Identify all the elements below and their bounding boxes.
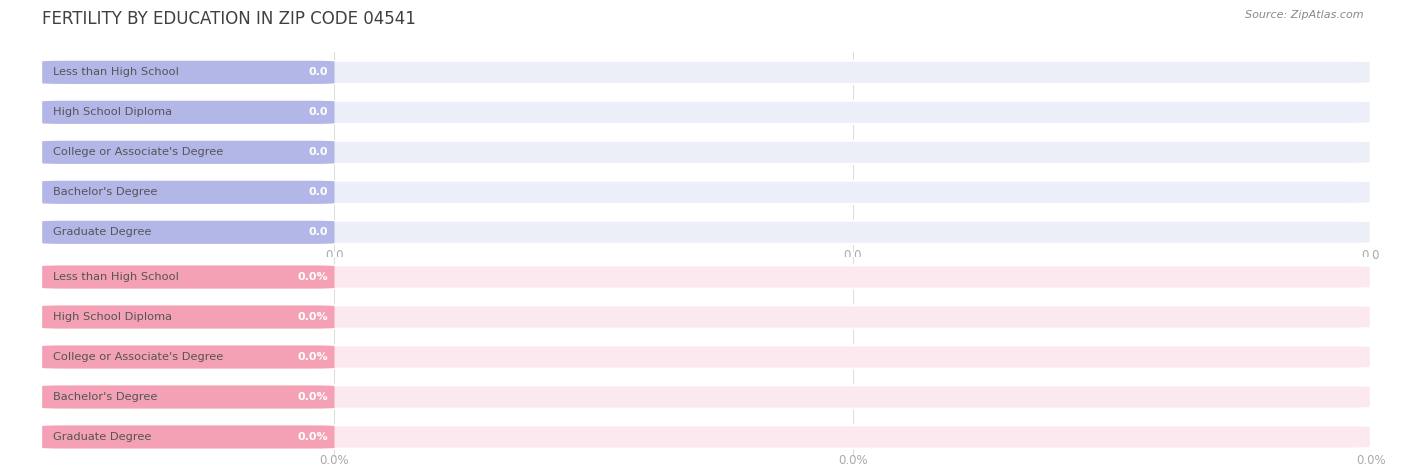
FancyBboxPatch shape [42,101,1371,124]
FancyBboxPatch shape [42,61,335,84]
FancyBboxPatch shape [42,141,335,164]
FancyBboxPatch shape [42,266,1371,288]
Text: Less than High School: Less than High School [53,272,179,282]
Text: Source: ZipAtlas.com: Source: ZipAtlas.com [1246,10,1364,20]
Text: FERTILITY BY EDUCATION IN ZIP CODE 04541: FERTILITY BY EDUCATION IN ZIP CODE 04541 [42,10,416,28]
Text: Bachelor's Degree: Bachelor's Degree [53,187,157,198]
FancyBboxPatch shape [42,266,335,288]
Text: 0.0: 0.0 [325,249,343,262]
FancyBboxPatch shape [42,181,1371,204]
Text: High School Diploma: High School Diploma [53,312,172,322]
Text: 0.0%: 0.0% [297,352,328,362]
Text: 0.0%: 0.0% [297,272,328,282]
FancyBboxPatch shape [42,221,335,244]
Text: 0.0%: 0.0% [319,454,349,467]
FancyBboxPatch shape [42,346,335,368]
Text: Less than High School: Less than High School [53,67,179,78]
Text: 0.0%: 0.0% [1355,454,1386,467]
FancyBboxPatch shape [42,386,1371,408]
FancyBboxPatch shape [42,221,1371,244]
Text: 0.0: 0.0 [308,187,328,198]
FancyBboxPatch shape [42,386,335,408]
Text: 0.0%: 0.0% [297,432,328,442]
FancyBboxPatch shape [42,346,1371,368]
FancyBboxPatch shape [42,306,1371,328]
Text: 0.0: 0.0 [308,147,328,158]
Text: 0.0: 0.0 [308,227,328,238]
Text: 0.0%: 0.0% [297,312,328,322]
FancyBboxPatch shape [42,181,335,204]
FancyBboxPatch shape [42,306,335,328]
Text: Graduate Degree: Graduate Degree [53,227,152,238]
FancyBboxPatch shape [42,426,335,448]
Text: High School Diploma: High School Diploma [53,107,172,118]
FancyBboxPatch shape [42,426,1371,448]
Text: 0.0: 0.0 [308,107,328,118]
Text: Bachelor's Degree: Bachelor's Degree [53,392,157,402]
Text: College or Associate's Degree: College or Associate's Degree [53,352,224,362]
FancyBboxPatch shape [42,61,1371,84]
FancyBboxPatch shape [42,141,1371,164]
Text: Graduate Degree: Graduate Degree [53,432,152,442]
Text: 0.0%: 0.0% [838,454,868,467]
FancyBboxPatch shape [42,101,335,124]
Text: 0.0: 0.0 [1361,249,1381,262]
Text: 0.0: 0.0 [308,67,328,78]
Text: College or Associate's Degree: College or Associate's Degree [53,147,224,158]
Text: 0.0%: 0.0% [297,392,328,402]
Text: 0.0: 0.0 [844,249,862,262]
